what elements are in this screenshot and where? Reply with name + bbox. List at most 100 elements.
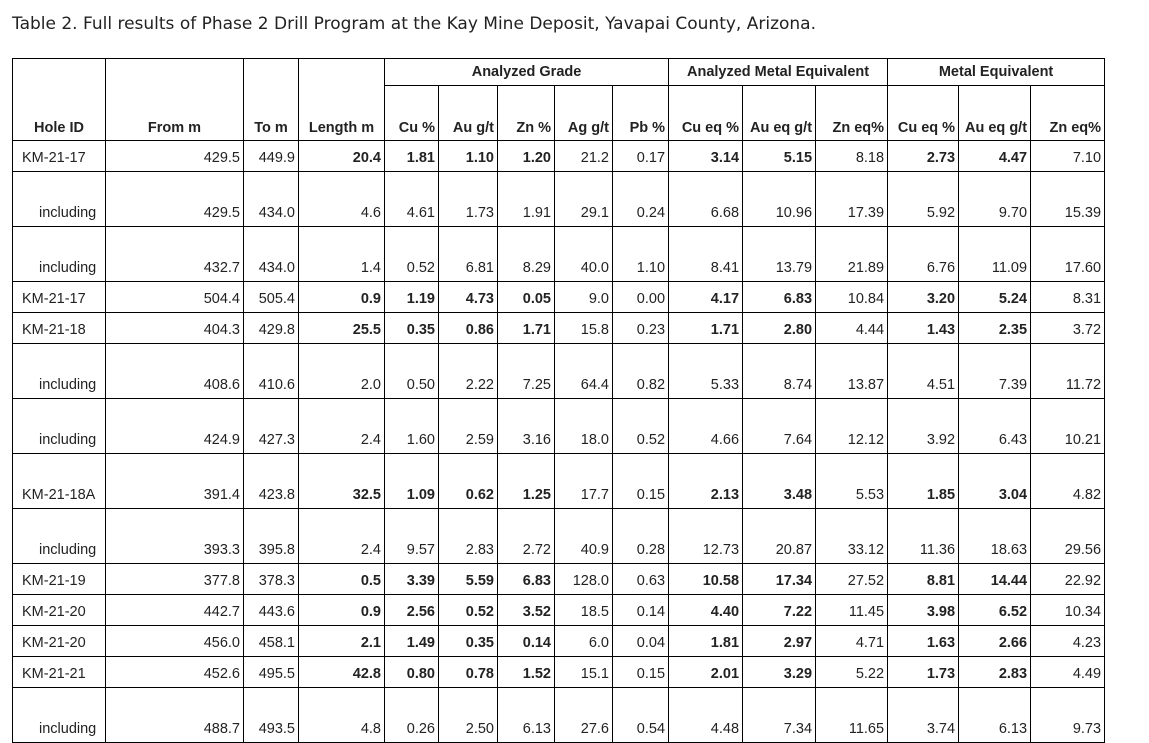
table-row: KM-21-21 452.6 495.5 42.8 0.80 0.78 1.52 15.1 0.… (12, 656, 1106, 688)
value-cell: 0.17 (611, 140, 670, 172)
value-cell: 377.8 (105, 563, 244, 595)
value-cell: 449.9 (243, 140, 299, 172)
value-cell: 404.3 (105, 312, 244, 344)
value-cell: 0.00 (611, 281, 670, 313)
hole-id-cell: including (12, 687, 106, 743)
value-cell: 0.26 (384, 687, 439, 743)
value-cell: 15.1 (554, 656, 613, 688)
value-cell: 11.45 (815, 594, 889, 626)
value-cell: 1.49 (384, 625, 439, 657)
header-ag-g-t: Ag g/t (554, 85, 613, 141)
value-cell: 3.98 (887, 594, 960, 626)
value-cell: 1.52 (497, 656, 555, 688)
value-cell: 10.84 (815, 281, 889, 313)
value-cell: 7.64 (742, 398, 817, 454)
value-cell: 128.0 (554, 563, 613, 595)
value-cell: 2.22 (438, 343, 498, 399)
header-zn-eq: Zn eq% (815, 85, 889, 141)
value-cell: 505.4 (243, 281, 299, 313)
value-cell: 13.79 (742, 226, 817, 282)
value-cell: 6.81 (438, 226, 498, 282)
value-cell: 5.22 (815, 656, 889, 688)
value-cell: 2.0 (298, 343, 385, 399)
value-cell: 3.14 (668, 140, 744, 172)
value-cell: 504.4 (105, 281, 244, 313)
value-cell: 2.4 (298, 508, 385, 564)
header-zn-eq: Zn eq% (1030, 85, 1106, 141)
value-cell: 15.8 (554, 312, 613, 344)
value-cell: 452.6 (105, 656, 244, 688)
value-cell: 9.70 (958, 171, 1032, 227)
value-cell: 32.5 (298, 453, 385, 509)
value-cell: 5.53 (815, 453, 889, 509)
hole-id-cell: KM-21-21 (12, 656, 106, 688)
table-row-including: including 429.5 434.0 4.6 4.61 1.73 1.91 29.1 0.… (12, 171, 1106, 227)
value-cell: 2.4 (298, 398, 385, 454)
value-cell: 442.7 (105, 594, 244, 626)
value-cell: 3.29 (742, 656, 817, 688)
value-cell: 11.36 (887, 508, 960, 564)
value-cell: 2.72 (497, 508, 555, 564)
value-cell: 1.85 (887, 453, 960, 509)
header-au-g-t: Au g/t (438, 85, 498, 141)
value-cell: 3.16 (497, 398, 555, 454)
value-cell: 2.59 (438, 398, 498, 454)
table-row-including: including 424.9 427.3 2.4 1.60 2.59 3.16 18.0 0.… (12, 398, 1106, 454)
group-analyzed-grade: Analyzed Grade (383, 58, 670, 86)
value-cell: 1.25 (497, 453, 555, 509)
value-cell: 393.3 (105, 508, 244, 564)
value-cell: 488.7 (105, 687, 244, 743)
value-cell: 0.04 (611, 625, 670, 657)
value-cell: 0.54 (611, 687, 670, 743)
value-cell: 20.4 (298, 140, 385, 172)
value-cell: 9.57 (384, 508, 439, 564)
hole-id-cell: KM-21-18A (12, 453, 106, 509)
value-cell: 0.50 (384, 343, 439, 399)
value-cell: 3.74 (887, 687, 960, 743)
value-cell: 5.33 (668, 343, 744, 399)
value-cell: 2.56 (384, 594, 439, 626)
value-cell: 0.14 (497, 625, 555, 657)
value-cell: 2.80 (742, 312, 817, 344)
value-cell: 0.52 (611, 398, 670, 454)
value-cell: 8.81 (887, 563, 960, 595)
value-cell: 0.52 (438, 594, 498, 626)
value-cell: 4.49 (1030, 656, 1106, 688)
value-cell: 6.13 (497, 687, 555, 743)
value-cell: 25.5 (298, 312, 385, 344)
header-to: To m (243, 58, 299, 141)
value-cell: 4.48 (668, 687, 744, 743)
table-row: KM-21-19 377.8 378.3 0.5 3.39 5.59 6.83 128.0 0.… (12, 563, 1106, 595)
header-from: From m (105, 58, 244, 141)
table-row: KM-21-18A 391.4 423.8 32.5 1.09 0.62 1.25 17.7 0… (12, 453, 1106, 509)
header-cu-eq: Cu eq % (887, 85, 960, 141)
value-cell: 2.83 (958, 656, 1032, 688)
value-cell: 1.73 (887, 656, 960, 688)
hole-id-cell: KM-21-20 (12, 594, 106, 626)
table-row: KM-21-18 404.3 429.8 25.5 0.35 0.86 1.71 15.8 0.… (12, 312, 1106, 344)
value-cell: 3.48 (742, 453, 817, 509)
value-cell: 17.7 (554, 453, 613, 509)
value-cell: 3.92 (887, 398, 960, 454)
value-cell: 4.44 (815, 312, 889, 344)
value-cell: 493.5 (243, 687, 299, 743)
table-row: KM-21-17 504.4 505.4 0.9 1.19 4.73 0.05 9.0 0.00… (12, 281, 1106, 313)
value-cell: 3.20 (887, 281, 960, 313)
header-length: Length m (298, 58, 385, 141)
value-cell: 11.72 (1030, 343, 1106, 399)
table-row-including: including 393.3 395.8 2.4 9.57 2.83 2.72 40.9 0.… (12, 508, 1106, 564)
value-cell: 0.78 (438, 656, 498, 688)
value-cell: 8.29 (497, 226, 555, 282)
value-cell: 1.81 (668, 625, 744, 657)
value-cell: 7.10 (1030, 140, 1106, 172)
value-cell: 0.35 (384, 312, 439, 344)
value-cell: 12.12 (815, 398, 889, 454)
value-cell: 20.87 (742, 508, 817, 564)
value-cell: 10.34 (1030, 594, 1106, 626)
value-cell: 2.01 (668, 656, 744, 688)
value-cell: 1.71 (497, 312, 555, 344)
value-cell: 1.71 (668, 312, 744, 344)
value-cell: 0.15 (611, 453, 670, 509)
drill-results-table: Hole ID From m To m Length m Analyzed Gr… (12, 58, 1106, 743)
value-cell: 0.52 (384, 226, 439, 282)
